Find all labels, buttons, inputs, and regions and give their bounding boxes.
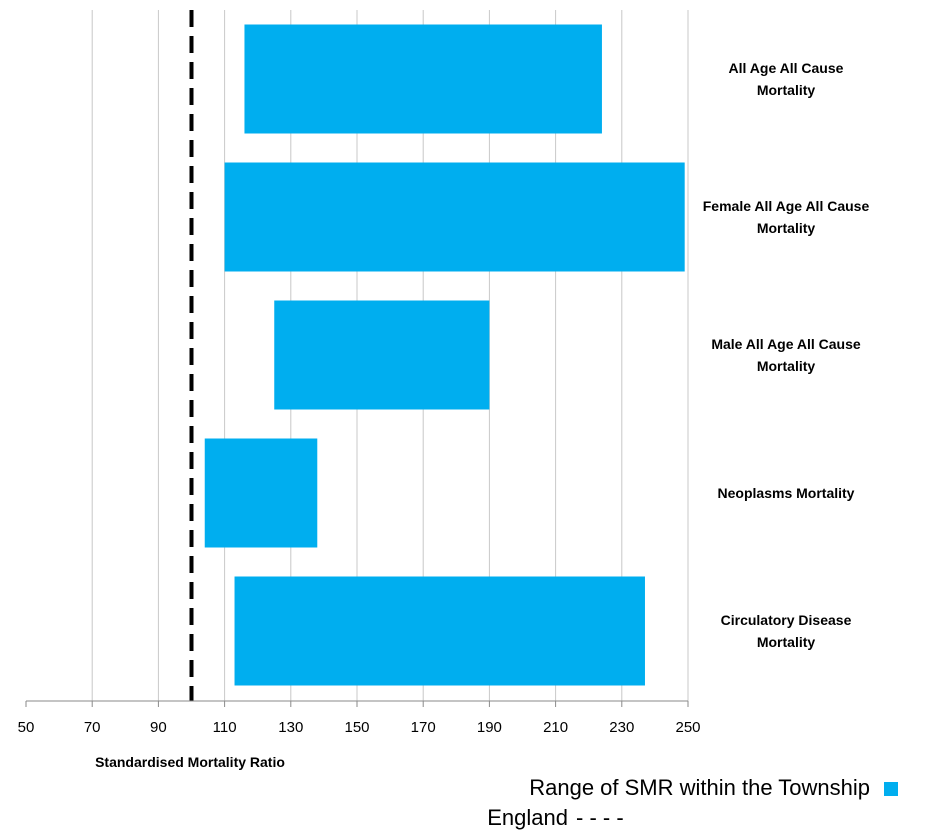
category-label: Female All Age All Cause Mortality (703, 198, 870, 236)
x-tick-label: 150 (344, 719, 369, 736)
x-tick-label: 70 (84, 719, 101, 736)
x-tick-label: 90 (150, 719, 167, 736)
range-bars (204, 24, 685, 686)
range-bar (224, 162, 685, 272)
category-label: All Age All Cause Mortality (729, 60, 844, 98)
x-tick-label: 210 (543, 719, 568, 736)
category-labels: All Age All Cause Mortality Female All Age… (703, 60, 870, 650)
range-bar (234, 576, 645, 686)
category-label: Circulatory Disease Mortality (721, 612, 852, 650)
legend-label-england: England (487, 805, 568, 830)
x-tick-label: 110 (213, 719, 237, 736)
range-bar (204, 438, 318, 548)
range-bar (244, 24, 602, 134)
legend: Range of SMR within the Township England… (487, 775, 898, 830)
x-axis-title: Standardised Mortality Ratio (95, 754, 285, 770)
category-label: Male All Age All Cause Mortality (711, 336, 861, 374)
legend-swatch-range (884, 782, 898, 796)
x-tick-label: 170 (411, 719, 436, 736)
x-tick-label: 130 (278, 719, 303, 736)
x-tick-label: 250 (675, 719, 700, 736)
x-tick-label: 50 (18, 719, 35, 736)
legend-marker-england: - - - - (576, 805, 624, 830)
legend-label-range: Range of SMR within the Township (529, 775, 870, 800)
x-tick-label: 230 (609, 719, 634, 736)
x-axis: 50 70 90 110 130 150 170 190 210 230 250 (18, 700, 701, 736)
category-label: Neoplasms Mortality (718, 485, 855, 501)
x-tick-label: 190 (477, 719, 502, 736)
range-bar (274, 300, 490, 410)
